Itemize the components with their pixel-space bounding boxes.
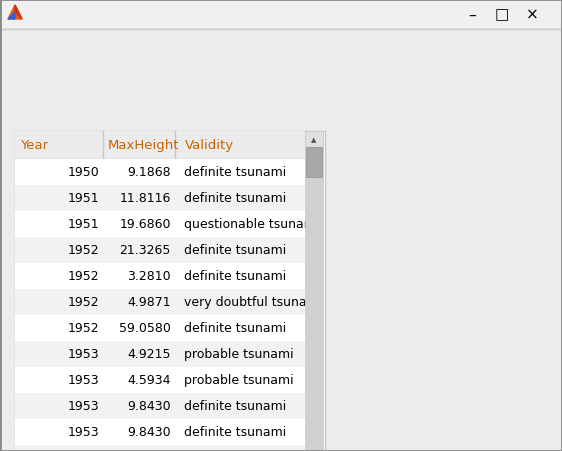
Bar	[15, 263, 305, 290]
Bar	[15, 393, 305, 419]
Text: 21.3265: 21.3265	[120, 244, 171, 257]
Text: 1953: 1953	[67, 348, 99, 361]
Text: 59.0580: 59.0580	[119, 322, 171, 335]
Bar	[15, 315, 305, 341]
Text: 9.8430: 9.8430	[128, 400, 171, 413]
Text: definite tsunami: definite tsunami	[184, 244, 286, 257]
Bar	[306, 147, 322, 178]
Text: definite tsunami: definite tsunami	[184, 322, 286, 335]
Text: 4.9871: 4.9871	[128, 296, 171, 309]
Bar	[15, 445, 305, 451]
Text: 1952: 1952	[67, 270, 99, 283]
Polygon shape	[8, 6, 22, 20]
Text: Validity: Validity	[185, 139, 234, 152]
Bar	[15, 132, 325, 451]
Polygon shape	[15, 6, 22, 20]
Text: MaxHeight: MaxHeight	[108, 139, 179, 152]
Text: 4.9215: 4.9215	[128, 348, 171, 361]
Text: definite tsunami: definite tsunami	[184, 166, 286, 179]
Text: very doubtful tsunami: very doubtful tsunami	[184, 296, 322, 309]
Text: 1952: 1952	[67, 296, 99, 309]
Text: 11.8116: 11.8116	[120, 192, 171, 205]
Text: 1951: 1951	[67, 192, 99, 205]
Text: questionable tsunami: questionable tsunami	[184, 218, 319, 231]
Bar	[15, 367, 305, 393]
Text: 9.1868: 9.1868	[128, 166, 171, 179]
Text: □: □	[495, 8, 509, 23]
Text: 1953: 1953	[67, 400, 99, 413]
Text: definite tsunami: definite tsunami	[184, 426, 286, 438]
Text: 19.6860: 19.6860	[120, 218, 171, 231]
Text: 1951: 1951	[67, 218, 99, 231]
Text: definite tsunami: definite tsunami	[184, 192, 286, 205]
Bar	[15, 132, 305, 160]
Text: 1952: 1952	[67, 322, 99, 335]
Bar	[15, 341, 305, 367]
Bar	[15, 186, 305, 212]
Text: 1952: 1952	[67, 244, 99, 257]
Bar	[0, 0, 562, 30]
Text: definite tsunami: definite tsunami	[184, 270, 286, 283]
Polygon shape	[8, 13, 15, 20]
Text: 9.8430: 9.8430	[128, 426, 171, 438]
Bar	[305, 132, 323, 451]
Bar	[15, 238, 305, 263]
Text: 3.2810: 3.2810	[128, 270, 171, 283]
Text: 1953: 1953	[67, 374, 99, 387]
Text: ▲: ▲	[311, 137, 317, 143]
Text: ×: ×	[525, 8, 538, 23]
Bar	[305, 132, 323, 147]
Text: 1953: 1953	[67, 426, 99, 438]
Text: 1950: 1950	[67, 166, 99, 179]
Text: probable tsunami: probable tsunami	[184, 348, 293, 361]
Bar	[15, 212, 305, 238]
Bar	[15, 290, 305, 315]
Bar	[15, 419, 305, 445]
Text: probable tsunami: probable tsunami	[184, 374, 293, 387]
Text: Year: Year	[20, 139, 48, 152]
Text: definite tsunami: definite tsunami	[184, 400, 286, 413]
Text: 4.5934: 4.5934	[128, 374, 171, 387]
Text: –: –	[468, 8, 476, 23]
Bar	[15, 160, 305, 186]
